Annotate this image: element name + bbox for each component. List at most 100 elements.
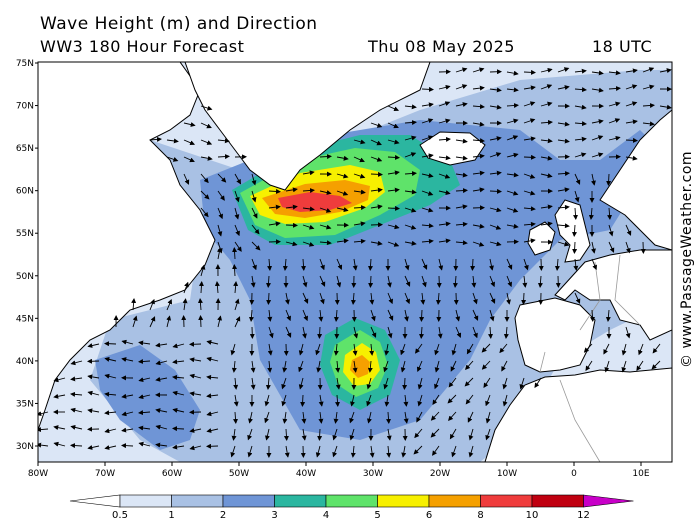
wave-direction-arrow [352,258,358,271]
landmasses [38,62,672,462]
wave-direction-arrow [149,136,162,142]
wave-direction-arrow [206,356,219,362]
wave-direction-arrow [421,153,434,159]
longitude-label: 10E [632,469,649,479]
wave-direction-arrow [608,241,615,253]
wave-direction-arrow [585,360,593,372]
wave-direction-arrow [336,155,349,161]
wave-direction-arrow [138,359,151,365]
wave-direction-arrow [155,342,168,348]
wave-direction-arrow [353,205,366,211]
wave-direction-arrow [70,360,83,366]
wave-direction-arrow [333,411,339,424]
wave-direction-arrow [523,101,536,107]
wave-direction-arrow [472,104,485,110]
wave-direction-arrow [197,298,203,311]
wave-direction-arrow [534,377,542,389]
wave-direction-arrow [138,340,151,346]
wave-direction-arrow [189,391,202,397]
wave-direction-arrow [404,240,417,246]
wave-direction-arrow [267,258,273,271]
wave-direction-arrow [472,85,485,91]
wave-direction-arrow [574,152,587,158]
wave-direction-arrow [319,275,326,287]
wave-direction-arrow [583,343,593,353]
wave-direction-arrow [319,258,325,271]
wave-direction-arrow [523,190,536,196]
wave-direction-arrow [434,343,440,356]
wave-direction-arrow [370,240,383,246]
wave-direction-arrow [332,445,338,458]
wave-direction-arrow [421,190,434,196]
wave-direction-arrow [200,190,210,200]
wave-direction-arrow [217,315,223,328]
latitude-label: 75N [16,59,34,69]
wave-direction-arrow [606,173,612,186]
wave-direction-arrow [506,258,513,270]
wave-direction-arrow [189,428,202,433]
wave-direction-arrow [573,258,579,271]
wave-direction-arrow [472,170,485,176]
latitude-label: 70N [16,102,34,112]
wave-direction-arrow [370,122,383,128]
legend-swatch [480,494,533,508]
wave-direction-arrow [455,138,468,144]
wave-direction-arrow [87,445,100,450]
wave-direction-arrow [149,316,156,328]
wave-direction-arrow [251,207,258,219]
wave-direction-arrow [386,275,392,288]
wave-direction-arrow [155,360,168,366]
wave-direction-arrow [131,298,137,311]
wave-direction-arrow [234,298,240,311]
longitude-labels: 80W 70W 60W 50W 40W 30W 20W 10W 0 10E [28,462,650,479]
wave-direction-arrow [455,221,468,227]
wave-direction-arrow [155,442,168,448]
wave-direction-arrow [591,173,596,186]
wave-direction-arrow [447,394,457,404]
wave-direction-arrow [386,445,392,458]
legend-swatch [531,494,584,508]
wave-direction-arrow [404,207,417,213]
wave-direction-arrow [38,442,49,448]
wave-direction-arrow [285,204,298,210]
wave-direction-arrow [336,238,349,244]
wave-direction-arrow [625,241,631,254]
wave-direction-arrow [387,139,400,145]
wave-direction-arrow [574,104,587,110]
wave-direction-arrow [404,119,417,125]
wave-direction-arrow [70,407,83,413]
longitude-label: 60W [162,469,182,479]
wave-direction-arrow [472,241,485,247]
wave-direction-arrow [506,207,519,213]
wave-direction-arrow [472,138,485,144]
wave-direction-arrow [335,360,341,373]
wave-direction-arrow [438,190,451,196]
wave-direction-arrow [502,394,508,407]
wave-direction-arrow [506,275,512,288]
wave-direction-arrow [450,360,457,372]
wave-direction-arrow [336,275,342,288]
wave-direction-arrow [155,408,168,414]
wave-direction-arrow [319,207,332,213]
wave-direction-arrow [489,188,502,194]
wave-direction-arrow [166,138,179,144]
wave-direction-arrow [332,428,338,441]
wave-direction-arrow [248,411,253,424]
wave-direction-arrow [591,135,604,141]
wave-direction-arrow [172,343,185,349]
wave-direction-arrow [404,152,417,158]
wave-direction-arrow [70,391,83,397]
wave-direction-arrow [302,206,315,212]
wave-direction-arrow [659,68,672,74]
latitude-label: 35N [16,399,34,409]
wave-direction-arrow [416,411,423,423]
wave-direction-arrow [248,309,254,322]
wave-direction-arrow [489,309,495,322]
wave-direction-arrow [591,258,597,271]
wave-direction-arrow [353,139,366,145]
wave-direction-arrow [172,374,185,380]
wave-direction-arrow [317,428,323,441]
legend-tick-label: 4 [323,510,329,521]
wave-direction-arrow [471,275,477,288]
wave-direction-arrow [302,326,307,339]
